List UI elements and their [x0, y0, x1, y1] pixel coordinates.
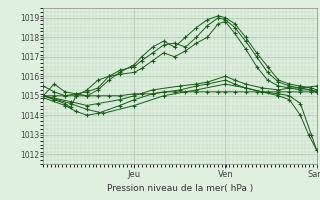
X-axis label: Pression niveau de la mer( hPa ): Pression niveau de la mer( hPa ) — [107, 184, 253, 193]
